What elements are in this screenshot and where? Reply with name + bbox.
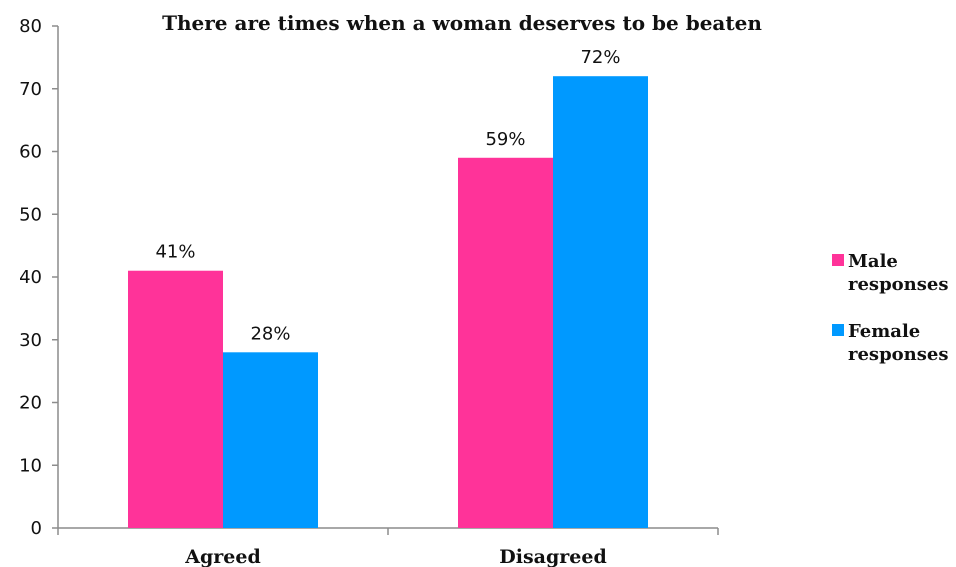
chart-title: There are times when a woman deserves to… [162,11,762,35]
data-label: 41% [155,242,195,263]
legend-swatch [832,254,844,266]
y-tick-label: 10 [19,455,42,476]
bar [128,270,223,528]
data-label: 72% [580,47,620,68]
legend: Male responses Female responses [832,251,948,365]
y-tick-label: 40 [19,267,42,288]
legend-swatch [832,324,844,336]
y-tick-label: 80 [19,16,42,37]
data-label: 59% [485,129,525,150]
bar [458,157,553,528]
x-axis: Agreed Disagreed [57,527,719,567]
y-tick-label: 30 [19,330,42,351]
bar [223,352,318,528]
bars: 41% 59% 28% 72% [128,47,648,528]
legend-label: Male responses [848,251,948,295]
y-tick-label: 70 [19,79,42,100]
category-label: Agreed [184,546,261,567]
y-axis: 0 10 20 30 40 50 60 70 80 [19,16,59,539]
y-tick-label: 60 [19,142,42,163]
y-tick-label: 50 [19,204,42,225]
data-label: 28% [250,323,290,344]
legend-label: Female responses [848,321,948,365]
y-tick-label: 0 [31,518,42,539]
y-tick-label: 20 [19,393,42,414]
category-label: Disagreed [499,546,606,567]
bar [553,76,648,528]
